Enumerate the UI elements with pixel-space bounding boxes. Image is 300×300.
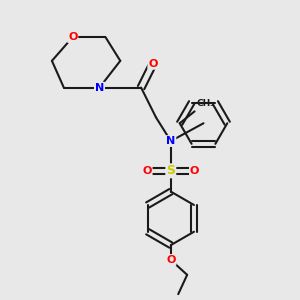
Text: S: S — [166, 164, 175, 177]
Text: O: O — [166, 255, 176, 265]
Text: O: O — [148, 59, 158, 69]
Text: CH₃: CH₃ — [196, 99, 214, 108]
Text: O: O — [68, 32, 77, 42]
Text: N: N — [95, 82, 104, 93]
Text: N: N — [166, 136, 176, 146]
Text: O: O — [142, 166, 152, 176]
Text: O: O — [190, 166, 199, 176]
